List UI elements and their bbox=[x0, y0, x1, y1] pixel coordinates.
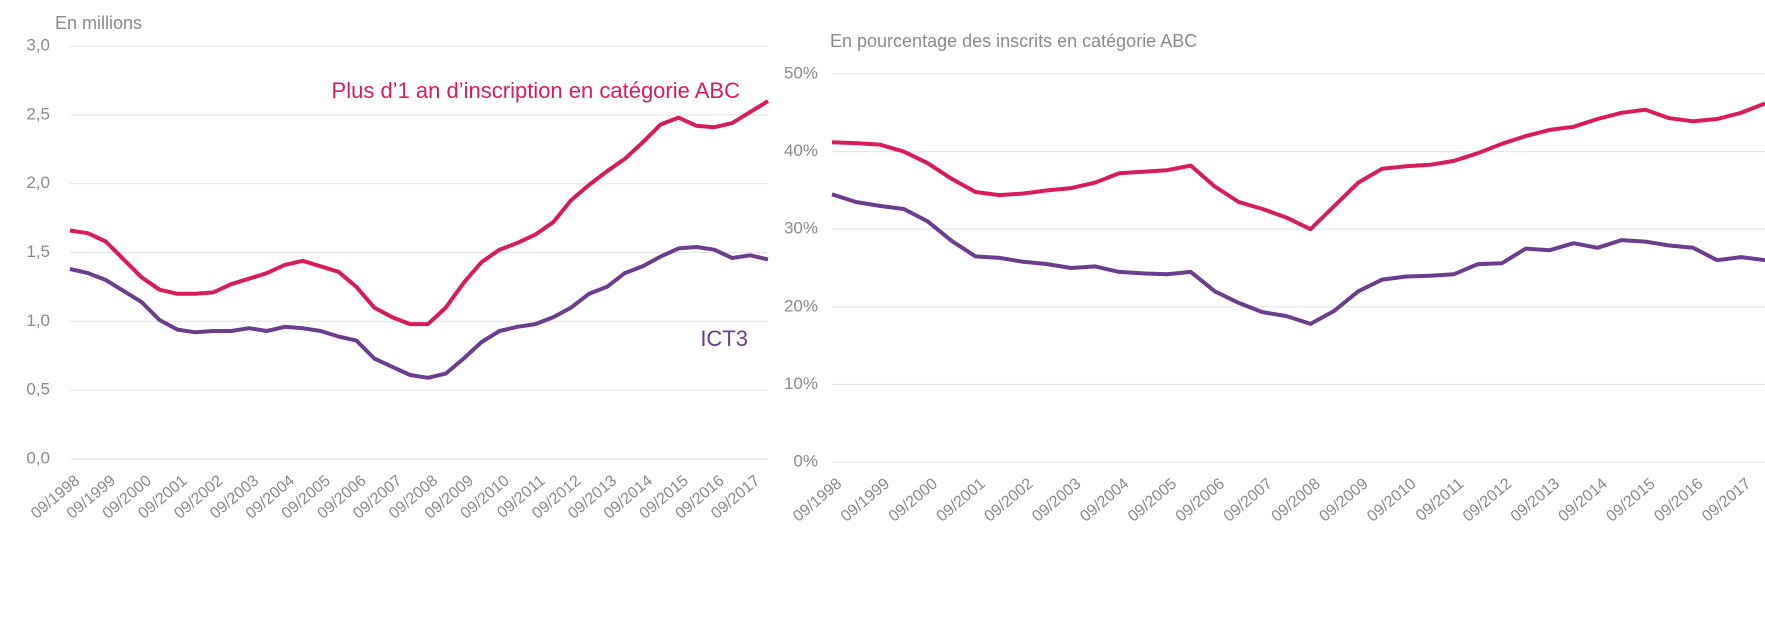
x-tick-label: 09/2007 bbox=[1221, 475, 1276, 525]
y-tick-label: 2,0 bbox=[26, 173, 50, 192]
x-tick-label: 09/2017 bbox=[1699, 475, 1754, 525]
x-tick-label: 09/2012 bbox=[1460, 475, 1515, 525]
y-tick-label: 0,0 bbox=[26, 448, 50, 467]
x-tick-label: 09/2001 bbox=[934, 475, 989, 525]
x-tick-label: 09/2000 bbox=[886, 475, 941, 525]
y-tick-label: 2,5 bbox=[26, 104, 50, 123]
y-tick-label: 1,0 bbox=[26, 311, 50, 330]
x-tick-label: 09/1998 bbox=[790, 475, 845, 525]
y-tick-label: 3,0 bbox=[26, 35, 50, 54]
x-tick-label: 09/2010 bbox=[1364, 475, 1419, 525]
x-tick-label: 09/2002 bbox=[981, 475, 1036, 525]
series-line bbox=[831, 101, 1765, 232]
y-tick-label: 1,5 bbox=[26, 242, 50, 261]
x-tick-label: 09/2004 bbox=[1077, 475, 1132, 525]
x-tick-label: 09/2005 bbox=[1125, 475, 1180, 525]
x-tick-label: 09/2003 bbox=[1029, 475, 1084, 525]
x-tick-label: 09/1999 bbox=[838, 475, 893, 525]
y-tick-label: 30% bbox=[784, 219, 818, 238]
axis-unit-label: En pourcentage des inscrits en catégorie… bbox=[830, 31, 1197, 51]
y-tick-label: 50% bbox=[784, 63, 818, 82]
series-line bbox=[831, 192, 1765, 326]
y-tick-label: 10% bbox=[784, 374, 818, 393]
axis-unit-label: En millions bbox=[55, 13, 142, 33]
x-tick-label: 09/2013 bbox=[1508, 475, 1563, 525]
series-line bbox=[69, 245, 769, 380]
x-tick-label: 09/2011 bbox=[1413, 475, 1467, 525]
y-tick-label: 0% bbox=[793, 451, 818, 470]
y-tick-label: 20% bbox=[784, 296, 818, 315]
x-tick-label: 09/2008 bbox=[1269, 475, 1324, 525]
x-tick-label: 09/2009 bbox=[1316, 475, 1371, 525]
x-tick-label: 09/2014 bbox=[1556, 475, 1611, 525]
y-tick-label: 40% bbox=[784, 141, 818, 160]
x-tick-label: 09/2016 bbox=[1651, 475, 1706, 525]
series-label: ICT3 bbox=[700, 326, 748, 351]
y-tick-label: 0,5 bbox=[26, 380, 50, 399]
series-label: Plus d’1 an d’inscription en catégorie A… bbox=[332, 78, 741, 103]
series-line bbox=[69, 99, 770, 327]
x-tick-label: 09/2015 bbox=[1603, 475, 1658, 525]
x-tick-label: 09/2006 bbox=[1173, 475, 1228, 525]
